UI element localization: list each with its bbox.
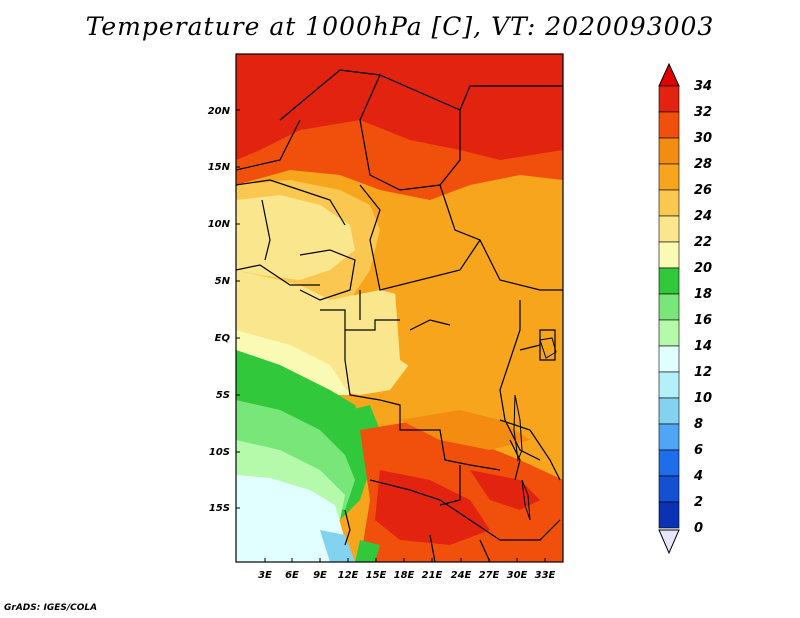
colorbar-label: 6 xyxy=(694,443,703,458)
colorbar-swatch xyxy=(658,345,680,373)
colorbar-swatch xyxy=(658,241,680,269)
lat-label: 5N xyxy=(215,276,231,287)
lat-label: 15N xyxy=(208,162,231,173)
colorbar-swatch xyxy=(658,163,680,191)
colorbar-swatch xyxy=(658,293,680,321)
lon-label: 6E xyxy=(285,570,299,581)
lon-label: 18E xyxy=(394,570,415,581)
colorbar-swatch xyxy=(658,475,680,503)
lon-label: 33E xyxy=(535,570,556,581)
colorbar-label: 26 xyxy=(694,183,712,198)
lon-label: 27E xyxy=(479,570,500,581)
lat-label: 5S xyxy=(216,390,230,401)
colorbar-swatch xyxy=(658,501,680,529)
colorbar-swatch xyxy=(658,423,680,451)
map-frame xyxy=(235,53,564,563)
colorbar-swatch xyxy=(658,267,680,295)
colorbar-swatch xyxy=(658,85,680,113)
colorbar-label: 34 xyxy=(694,79,712,94)
temperature-field xyxy=(236,54,563,562)
lon-label: 12E xyxy=(338,570,359,581)
colorbar-label: 0 xyxy=(694,521,703,536)
colorbar-label: 32 xyxy=(694,105,712,120)
lon-label: 3E xyxy=(258,570,272,581)
lat-label: 10N xyxy=(208,219,231,230)
lon-label: 30E xyxy=(507,570,528,581)
colorbar-label: 30 xyxy=(694,131,712,146)
colorbar-label: 24 xyxy=(694,209,712,224)
colorbar-label: 4 xyxy=(693,469,703,484)
lon-label: 9E xyxy=(313,570,327,581)
lat-label: 20N xyxy=(208,106,231,117)
colorbar-swatch xyxy=(658,137,680,165)
lon-label: 15E xyxy=(366,570,387,581)
lon-label: 24E xyxy=(451,570,472,581)
lat-label: 15S xyxy=(209,503,230,514)
colorbar-label: 20 xyxy=(694,261,712,276)
country-borders xyxy=(236,69,563,562)
colorbar-label: 8 xyxy=(694,417,703,432)
colorbar-swatch xyxy=(658,215,680,243)
colorbar-label: 12 xyxy=(694,365,712,380)
colorbar-label: 18 xyxy=(694,287,712,302)
colorbar-label: 10 xyxy=(694,391,712,406)
colorbar-label: 22 xyxy=(694,235,712,250)
colorbar-swatch xyxy=(658,449,680,477)
colorbar-label: 2 xyxy=(694,495,703,510)
colorbar-swatch xyxy=(658,371,680,399)
colorbar-label: 28 xyxy=(694,157,712,172)
colorbar-top-triangle xyxy=(658,62,680,87)
colorbar-swatch xyxy=(658,397,680,425)
colorbar-swatch xyxy=(658,319,680,347)
colorbar-label: 14 xyxy=(694,339,712,354)
map-title: Temperature at 1000hPa [C], VT: 20200930… xyxy=(85,12,715,41)
lat-label: EQ xyxy=(215,333,231,344)
longitude-axis: 3E 6E 9E 12E 15E 18E 21E 24E 27E 30E 33E xyxy=(258,558,556,581)
latitude-axis: 20N 15N 10N 5N EQ 5S 10S 15S xyxy=(208,106,240,514)
footer-credit: GrADS: IGES/COLA xyxy=(4,603,98,613)
lat-label: 10S xyxy=(209,447,230,458)
colorbar-bottom-triangle xyxy=(658,529,680,555)
colorbar-label: 16 xyxy=(694,313,712,328)
colorbar-swatch xyxy=(658,111,680,139)
colorbar-swatch xyxy=(658,189,680,217)
lon-label: 21E xyxy=(422,570,443,581)
